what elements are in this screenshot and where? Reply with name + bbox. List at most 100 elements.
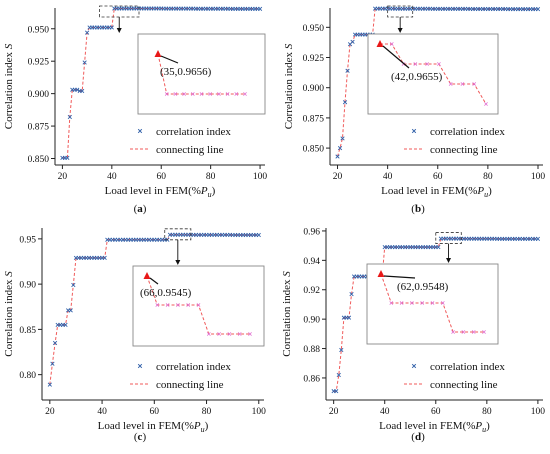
data-point — [334, 389, 339, 394]
y-tick-label: 0.875 — [303, 114, 325, 124]
chart-panel-2: 20 40 60 80 100 0.850 0.875 0.900 0.925 0.950 Corr… — [283, 5, 545, 215]
inset-data-point — [176, 303, 180, 307]
annotation-label: (62,0.9548) — [397, 281, 449, 293]
legend-label-correlation-index: correlation index — [156, 361, 231, 373]
x-tick-label: 20 — [333, 172, 343, 182]
inset-data-point — [173, 92, 178, 96]
legend: correlation index connecting line — [404, 361, 505, 391]
inset-data-point — [437, 62, 441, 66]
x-axis-title: Load level in FEM(%Pu) — [98, 420, 209, 434]
chart-panel-3: 20 40 60 80 100 0.80 0.85 0.90 0.95 Correlation i… — [3, 228, 266, 443]
x-tick-label: 20 — [58, 172, 68, 182]
x-tick-label: 40 — [383, 172, 393, 182]
data-point — [342, 100, 348, 105]
y-tick-label: 0.900 — [28, 90, 50, 100]
x-tick-label: 60 — [150, 407, 160, 417]
legend-label-connecting-line: connecting line — [430, 379, 498, 391]
panel-label: (b) — [411, 203, 425, 215]
zoom-region-box — [387, 5, 414, 18]
peak-point-marker — [377, 270, 385, 277]
chart-panel-1: 20 40 60 80 100 0.850 0.875 0.900 0.925 0.950 Corr… — [3, 5, 268, 215]
x-tick-label: 20 — [45, 407, 55, 417]
y-tick-label: 0.92 — [303, 286, 320, 296]
data-point — [349, 292, 354, 297]
x-tick-label: 100 — [252, 407, 267, 417]
inset-data-point — [199, 92, 204, 96]
inset-frame — [366, 263, 499, 345]
data-point — [436, 244, 441, 250]
data-point — [335, 154, 340, 159]
data-point — [337, 145, 343, 151]
inset-connecting-line — [380, 43, 487, 105]
data-point — [535, 236, 541, 241]
x-tick-label: 80 — [483, 172, 493, 182]
data-point — [47, 382, 52, 387]
x-axis-title: Load level in FEM(%Pu) — [381, 185, 492, 199]
y-tick-label: 0.850 — [28, 155, 50, 165]
inset-data-point — [227, 332, 232, 336]
x-tick-label: 80 — [206, 172, 216, 182]
inset-data-point — [399, 301, 404, 305]
x-tick-label: 20 — [329, 407, 339, 417]
inset-data-point — [155, 303, 160, 307]
y-tick-label: 0.850 — [303, 145, 325, 155]
inset-frame — [367, 33, 499, 115]
inset-data-point — [410, 301, 414, 305]
annotation-arrow — [382, 45, 410, 69]
y-tick-label: 0.86 — [303, 374, 320, 384]
legend-label-connecting-line: connecting line — [156, 379, 224, 391]
inset-data-point — [217, 92, 221, 96]
zoom-arrow-head — [397, 28, 403, 33]
inset-data-point — [484, 102, 488, 106]
y-tick-label: 0.875 — [28, 123, 50, 133]
y-tick-label: 0.94 — [303, 257, 320, 267]
peak-point-marker — [154, 50, 162, 57]
inset-data-point — [440, 301, 445, 305]
x-tick-label: 40 — [380, 407, 390, 417]
zoom-arrow-head — [116, 28, 122, 33]
data-point — [339, 347, 344, 353]
legend-label-connecting-line: connecting line — [430, 144, 498, 156]
y-tick-label: 0.88 — [303, 345, 320, 355]
y-tick-label: 0.96 — [303, 227, 320, 237]
inset-data-point — [225, 92, 230, 96]
data-point — [350, 39, 355, 44]
zoom-region-box — [435, 232, 462, 244]
zoom-arrow-head — [175, 260, 181, 265]
y-axis-title: Correlation index S — [283, 43, 295, 129]
data-point — [84, 30, 90, 35]
y-tick-label: 0.900 — [303, 84, 325, 94]
inset-data-point — [248, 332, 252, 336]
x-tick-label: 60 — [433, 172, 443, 182]
data-point — [256, 232, 261, 238]
legend-marker-correlation-index — [137, 363, 143, 369]
inset-data-point — [420, 301, 425, 305]
inset-data-point — [186, 303, 191, 307]
x-tick-label: 100 — [531, 407, 546, 417]
peak-point-marker — [376, 40, 384, 47]
y-tick-label: 0.925 — [303, 54, 325, 64]
legend-marker-correlation-index — [137, 128, 143, 134]
legend-label-correlation-index: correlation index — [430, 126, 505, 138]
legend: correlation index connecting line — [404, 126, 505, 156]
y-tick-label: 0.90 — [19, 281, 36, 291]
inset-data-point — [425, 62, 429, 66]
x-axis-title: Load level in FEM(%Pu) — [379, 420, 490, 434]
inset-data-point — [461, 330, 466, 334]
x-tick-label: 80 — [482, 407, 492, 417]
inset-data-point — [217, 332, 221, 336]
y-tick-label: 0.90 — [303, 316, 320, 326]
data-point — [340, 136, 345, 141]
data-point — [345, 68, 350, 73]
x-tick-label: 100 — [253, 172, 268, 182]
inset-data-point — [206, 332, 211, 336]
legend-label-connecting-line: connecting line — [156, 144, 224, 156]
inset-data-point — [190, 92, 195, 96]
y-tick-label: 0.80 — [19, 371, 36, 381]
inset-data-point — [471, 330, 476, 334]
data-point — [65, 155, 70, 160]
legend-label-correlation-index: correlation index — [156, 126, 231, 138]
x-axis-title: Load level in FEM(%Pu) — [105, 185, 216, 199]
y-tick-label: 0.925 — [28, 58, 50, 68]
